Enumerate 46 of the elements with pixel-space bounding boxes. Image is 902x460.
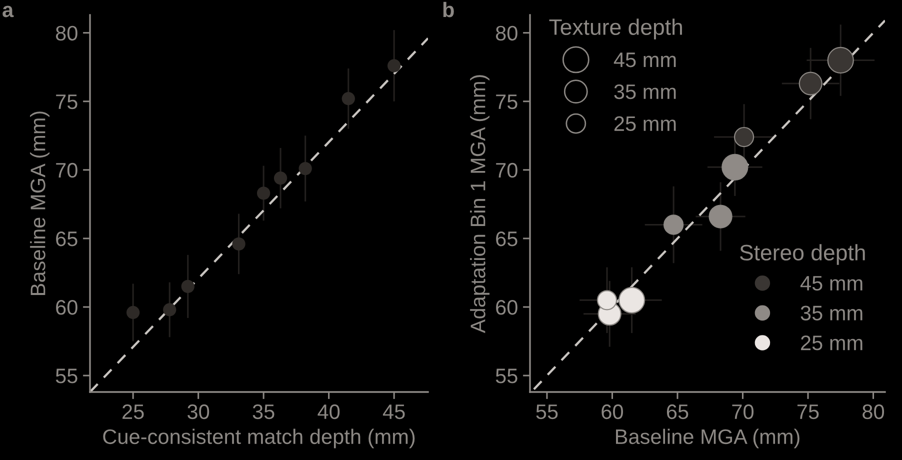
y-axis-title: Baseline MGA (mm) [30, 112, 50, 295]
x-tick-label: 25 [122, 404, 144, 420]
y-tick-label: 80 [496, 26, 518, 41]
y-tick-label: 80 [56, 26, 78, 41]
y-tick-label: 55 [56, 368, 78, 384]
legend-label: 45 mm [800, 276, 862, 291]
annotation: Texture depth [549, 18, 682, 40]
x-tick-label: 35 [252, 404, 274, 420]
point [181, 280, 194, 294]
legend-label: 35 mm [800, 306, 862, 320]
y-tick-label: 75 [496, 94, 518, 110]
point [232, 237, 246, 251]
x-tick-label: 60 [602, 404, 623, 420]
point [126, 306, 140, 320]
point [342, 92, 355, 106]
legend-label: 35 mm [614, 84, 676, 100]
point [274, 172, 288, 185]
x-tick-label: 75 [797, 404, 819, 420]
point [163, 303, 176, 316]
x-tick-label: 45 [382, 404, 405, 420]
y-tick-label: 75 [56, 94, 78, 110]
y-tick-label: 65 [496, 231, 518, 246]
point [298, 162, 312, 176]
y-tick-label: 60 [56, 300, 78, 315]
point [387, 59, 401, 72]
legend-label: 25 mm [614, 116, 676, 132]
x-axis-title: Baseline MGA (mm) [616, 428, 800, 448]
y-tick-label: 60 [496, 300, 518, 315]
x-tick-label: 55 [536, 404, 558, 420]
chart-title: a [2, 6, 14, 18]
x-tick-label: 65 [666, 404, 688, 420]
x-tick-label: 40 [318, 404, 340, 420]
y-axis-title: Adaptation Bin 1 MGA (mm) [470, 75, 490, 334]
legend-title: Stereo depth [740, 244, 865, 265]
point [256, 186, 270, 200]
y-tick-label: 55 [496, 368, 518, 384]
x-tick-label: 80 [862, 404, 884, 420]
legend-label: 45 mm [614, 52, 676, 68]
y-tick-label: 70 [496, 162, 518, 178]
x-axis-title: Cue-consistent match depth (mm) [103, 428, 415, 448]
x-tick-label: 70 [732, 404, 754, 420]
y-tick-label: 65 [56, 231, 78, 246]
x-tick-label: 30 [188, 404, 210, 420]
y-tick-label: 70 [56, 162, 78, 178]
chart-title: b [443, 2, 454, 18]
legend-label: 25 mm [801, 336, 862, 350]
